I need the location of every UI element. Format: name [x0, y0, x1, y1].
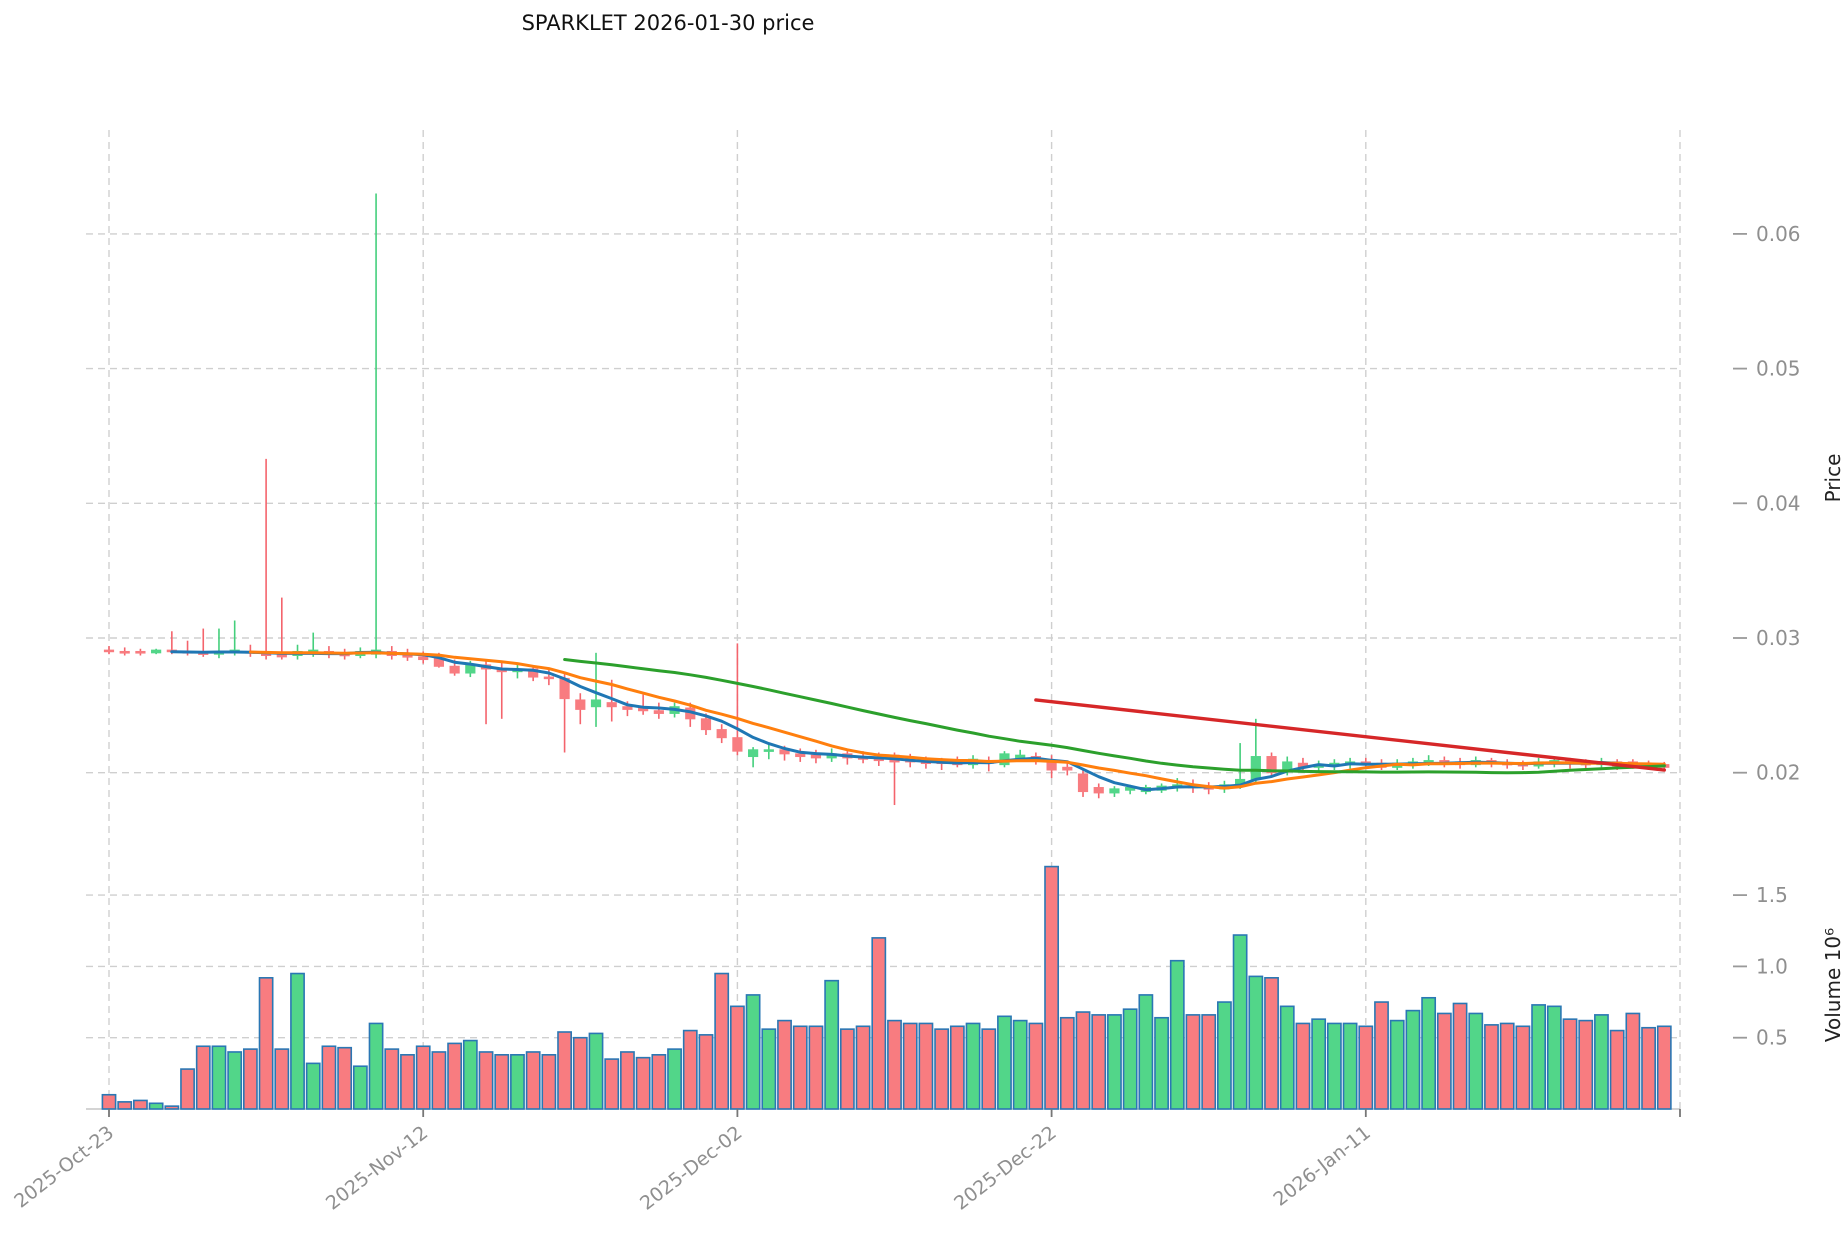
svg-text:2025-Dec-22: 2025-Dec-22	[950, 1122, 1060, 1215]
svg-text:0.03: 0.03	[1756, 626, 1801, 650]
svg-text:0.02: 0.02	[1756, 761, 1801, 785]
chart-title: SPARKLET 2026-01-30 price	[522, 11, 815, 35]
svg-text:2025-Oct-23: 2025-Oct-23	[10, 1122, 118, 1213]
volume-axis-title: Volume 10⁶	[1821, 928, 1845, 1042]
svg-text:0.06: 0.06	[1756, 222, 1801, 246]
svg-text:2025-Nov-12: 2025-Nov-12	[322, 1122, 432, 1215]
svg-text:0.05: 0.05	[1756, 357, 1801, 381]
svg-text:1.5: 1.5	[1756, 883, 1788, 907]
svg-text:1.0: 1.0	[1756, 954, 1788, 978]
candles	[103, 193, 1670, 806]
svg-text:0.5: 0.5	[1756, 1026, 1788, 1050]
svg-text:0.04: 0.04	[1756, 491, 1801, 515]
svg-text:2026-Jan-11: 2026-Jan-11	[1269, 1122, 1374, 1211]
moving-average-lines	[170, 650, 1666, 792]
volume-bars	[101, 865, 1672, 1110]
svg-text:2025-Dec-02: 2025-Dec-02	[636, 1122, 746, 1215]
price-axis-title: Price	[1821, 454, 1845, 503]
